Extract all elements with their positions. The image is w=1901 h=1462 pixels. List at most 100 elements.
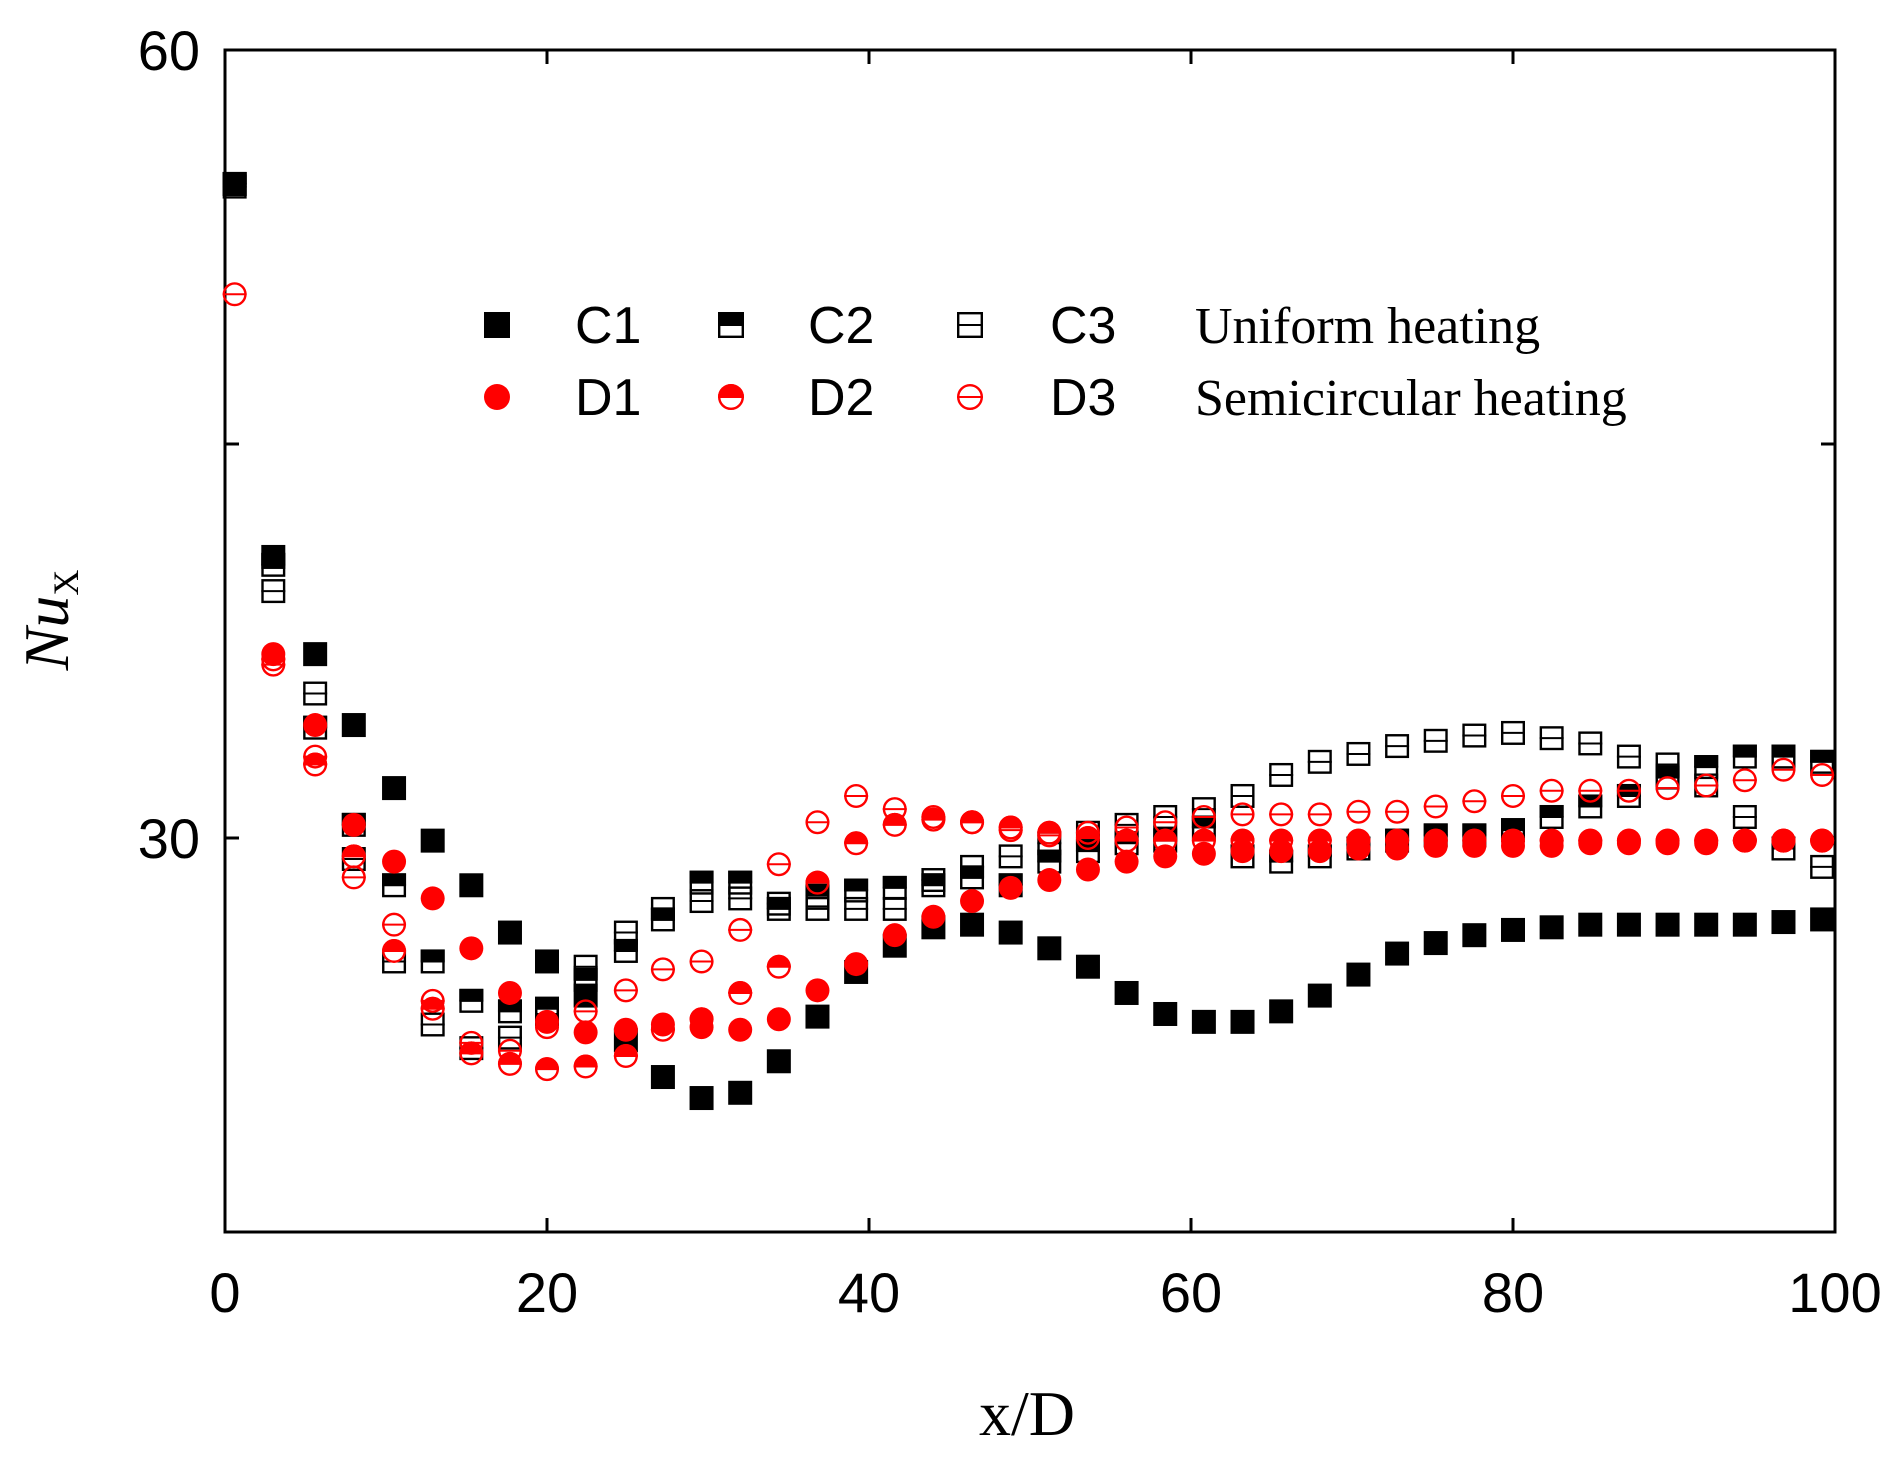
data-point-D3 [1385, 799, 1410, 824]
data-point-D2 [1230, 828, 1255, 853]
data-point-D2 [650, 1017, 675, 1042]
data-point-C3 [573, 954, 598, 979]
data-point-C3 [844, 896, 869, 921]
data-point-C2 [420, 949, 445, 974]
data-point-D2 [1191, 828, 1216, 853]
x-axis-title: x/D [979, 1378, 1075, 1449]
legend-label-C1: C1 [575, 297, 641, 355]
legend-marker-D3 [957, 384, 984, 411]
data-point-C1 [1153, 1001, 1178, 1026]
data-point-C2 [882, 875, 907, 900]
data-point-D2 [1810, 828, 1835, 853]
y-tick-label: 60 [138, 19, 200, 82]
legend-group-label: Uniform heating [1195, 298, 1540, 355]
data-point-D3 [1153, 810, 1178, 835]
data-point-C1 [766, 1049, 791, 1074]
data-point-C1 [1501, 917, 1525, 942]
legend: C1 C2 C3 Uniform heating D1 D2 D3 Semicircular … [484, 297, 1627, 427]
legend-marker-C1 [484, 312, 510, 338]
data-point-C1 [1075, 954, 1100, 979]
series-D3 [222, 282, 1835, 1063]
data-point-D3 [1539, 778, 1564, 803]
data-point-C1 [1385, 941, 1410, 966]
data-point-C3 [497, 1025, 522, 1050]
data-point-D3 [382, 912, 407, 937]
data-point-D2 [805, 870, 830, 895]
data-point-C3 [960, 854, 985, 879]
svg-text:NuX: NuX [11, 570, 86, 672]
data-point-D3 [960, 810, 985, 835]
data-point-D3 [882, 797, 907, 822]
data-point-D3 [998, 818, 1023, 843]
data-point-C2 [689, 870, 714, 895]
data-point-C1 [1307, 983, 1332, 1008]
data-point-D3 [1307, 802, 1332, 827]
x-tick-label: 80 [1482, 1261, 1544, 1324]
data-point-D3 [650, 957, 675, 982]
data-point-C1 [1269, 999, 1294, 1024]
data-point-D1 [459, 936, 484, 961]
data-point-C3 [1810, 854, 1835, 879]
data-point-C3 [1500, 720, 1525, 745]
data-point-D3 [1578, 778, 1603, 803]
data-point-D2 [1771, 828, 1796, 853]
data-point-C3 [261, 579, 286, 604]
data-point-C1 [805, 1004, 830, 1029]
data-point-C1 [1114, 980, 1139, 1005]
data-point-C2 [728, 870, 753, 895]
data-point-D3 [497, 1038, 522, 1063]
data-point-D3 [1500, 783, 1525, 808]
data-point-D3 [844, 783, 869, 808]
data-point-C1 [1616, 912, 1641, 937]
legend-label-C3: C3 [1050, 297, 1116, 355]
data-point-D1 [689, 1015, 714, 1040]
data-point-C1 [1191, 1009, 1216, 1034]
data-point-D3 [1037, 823, 1062, 848]
legend-group-label: Semicircular heating [1195, 370, 1627, 427]
data-point-C1 [1346, 962, 1371, 987]
data-point-C2 [805, 883, 830, 908]
data-point-C3 [805, 896, 830, 921]
data-point-C3 [1539, 726, 1564, 751]
data-point-C1 [1694, 912, 1719, 937]
data-point-C3 [1578, 731, 1603, 756]
data-point-D3 [1810, 762, 1835, 787]
data-point-C2 [1810, 749, 1835, 774]
data-point-D2 [844, 831, 869, 856]
data-point-C3 [303, 681, 328, 706]
data-point-C3 [1269, 762, 1294, 787]
data-point-C3 [1462, 723, 1487, 748]
data-point-D1 [497, 980, 522, 1005]
data-point-D2 [766, 954, 791, 979]
data-point-C3 [1385, 734, 1410, 759]
marks-group [222, 171, 1835, 1111]
data-point-C3 [998, 844, 1023, 869]
data-point-D3 [1230, 802, 1255, 827]
data-point-D3 [1114, 815, 1139, 840]
data-point-D3 [573, 999, 598, 1024]
data-point-D3 [222, 282, 247, 307]
legend-label-D3: D3 [1050, 369, 1116, 427]
data-point-C1 [1810, 907, 1835, 932]
series-D2 [261, 647, 1835, 1082]
data-point-C2 [613, 938, 638, 963]
legend-label-D2: D2 [808, 369, 874, 427]
data-point-D2 [1269, 828, 1294, 853]
x-tick-label: 0 [209, 1261, 240, 1324]
data-point-D3 [1423, 794, 1448, 819]
data-point-C2 [459, 988, 484, 1013]
data-point-D3 [261, 652, 286, 677]
data-point-D1 [1191, 841, 1216, 866]
data-point-C3 [1655, 752, 1680, 777]
axes-group [223, 48, 1837, 1234]
data-point-D3 [420, 988, 445, 1013]
data-point-D2 [1462, 828, 1487, 853]
data-point-D3 [1269, 802, 1294, 827]
data-point-C2 [261, 552, 286, 577]
data-point-C1 [497, 920, 522, 945]
data-point-D2 [573, 1054, 598, 1079]
data-point-D3 [1616, 778, 1641, 803]
data-point-C2 [766, 896, 791, 921]
x-tick-label: 60 [1160, 1261, 1222, 1324]
